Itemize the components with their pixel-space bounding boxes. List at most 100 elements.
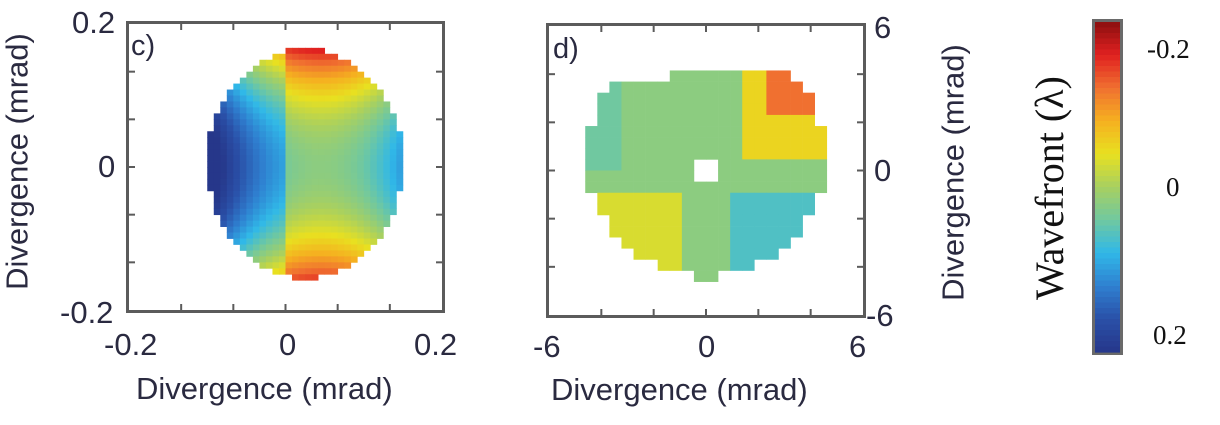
heatmap-cell (350, 125, 358, 132)
heatmap-cell (305, 95, 312, 102)
heatmap-cell (706, 226, 719, 238)
heatmap-cell (633, 226, 646, 238)
heatmap-cell (350, 131, 358, 138)
heatmap-cell (383, 155, 391, 162)
heatmap-cell (730, 114, 743, 127)
heatmap-cell (597, 103, 610, 116)
heatmap-cell (285, 89, 293, 96)
heatmap-cell (239, 113, 247, 120)
heatmap-cell (318, 89, 326, 96)
heatmap-cell (350, 143, 358, 150)
heatmap-cell (318, 214, 326, 222)
heatmap-cell (233, 83, 241, 90)
heatmap-cell (363, 131, 371, 138)
heatmap-cell (252, 137, 260, 144)
colorbar-segment (1095, 341, 1120, 348)
heatmap-cell (718, 237, 731, 249)
heatmap-cell (285, 47, 293, 55)
heatmap-cell (681, 159, 695, 171)
heatmap-cell (259, 113, 267, 120)
heatmap-cell (621, 192, 634, 205)
heatmap-cell (305, 119, 312, 126)
heatmap-cell (357, 161, 365, 168)
heatmap-cell (220, 196, 228, 204)
heatmap-cell (350, 178, 358, 186)
heatmap-cell (324, 71, 332, 79)
heatmap-cell (633, 81, 646, 93)
heatmap-cell (311, 131, 319, 138)
heatmap-cell (246, 214, 254, 222)
heatmap-cell (220, 131, 228, 138)
heatmap-cell (742, 159, 755, 171)
heatmap-cell (246, 220, 254, 227)
heatmap-cell (778, 170, 791, 182)
heatmap-cell (213, 178, 221, 186)
heatmap-cell (370, 238, 378, 245)
heatmap-cell (363, 220, 371, 227)
heatmap-cell (278, 161, 286, 168)
heatmap-cell (324, 262, 332, 269)
heatmap-cell (693, 192, 707, 205)
heatmap-cell (285, 214, 293, 222)
heatmap-cell (285, 137, 293, 144)
heatmap-cell (278, 184, 286, 192)
heatmap-cell (305, 202, 312, 210)
heatmap-cell (383, 178, 391, 186)
heatmap-cell (318, 149, 326, 156)
heatmap-cell (239, 131, 247, 138)
heatmap-cell (778, 126, 791, 138)
heatmap-cell (252, 149, 260, 156)
heatmap-cell (239, 167, 247, 174)
heatmap-cell (259, 244, 267, 251)
heatmap-cell (305, 161, 312, 168)
heatmap-cell (213, 196, 221, 204)
heatmap-cell (298, 190, 306, 198)
heatmap-cell (233, 89, 241, 96)
heatmap-cell (252, 83, 260, 90)
heatmap-cell (324, 113, 332, 120)
heatmap-cell (265, 202, 273, 210)
heatmap-cell (363, 95, 371, 102)
heatmap-cell (246, 244, 254, 251)
heatmap-cell (265, 250, 273, 257)
heatmap-cell (337, 220, 345, 227)
heatmap-cell (357, 143, 365, 150)
heatmap-cell (633, 192, 646, 205)
heatmap-cell (802, 103, 815, 116)
colorbar-segment (1095, 143, 1120, 150)
heatmap-cell (730, 192, 743, 205)
heatmap-cell (226, 155, 234, 162)
heatmap-cell (285, 262, 293, 269)
colorbar-segment (1095, 88, 1120, 95)
heatmap-cell (318, 101, 326, 108)
colorbar-tick-bottom: 0.2 (1153, 320, 1187, 350)
heatmap-cell (370, 95, 378, 102)
heatmap-cell (324, 143, 332, 150)
heatmap-cell (226, 220, 234, 227)
x-tick-d-left: -6 (533, 329, 561, 364)
heatmap-cell (742, 148, 755, 160)
heatmap-cell (239, 244, 247, 251)
heatmap-cell (376, 137, 384, 144)
heatmap-cell (383, 131, 391, 138)
heatmap-cell (318, 125, 326, 132)
heatmap-cell (265, 71, 273, 79)
heatmap-cell (754, 159, 767, 171)
heatmap-cell (350, 167, 358, 174)
heatmap-cell (597, 181, 610, 194)
heatmap-cell (324, 149, 332, 156)
heatmap-cell (265, 77, 273, 84)
heatmap-cell (609, 192, 622, 205)
heatmap-cell (645, 114, 658, 127)
heatmap-cell (657, 137, 671, 149)
heatmap-cell (337, 149, 345, 156)
y-tick-d-top: 6 (874, 10, 892, 45)
heatmap-cell (730, 81, 743, 93)
heatmap-cell (259, 95, 267, 102)
heatmap-cell (220, 172, 228, 180)
heatmap-cell (357, 178, 365, 186)
heatmap-cell (669, 259, 683, 271)
heatmap-cell (337, 131, 345, 138)
heatmap-cell (754, 203, 767, 216)
heatmap-cell (331, 226, 339, 233)
